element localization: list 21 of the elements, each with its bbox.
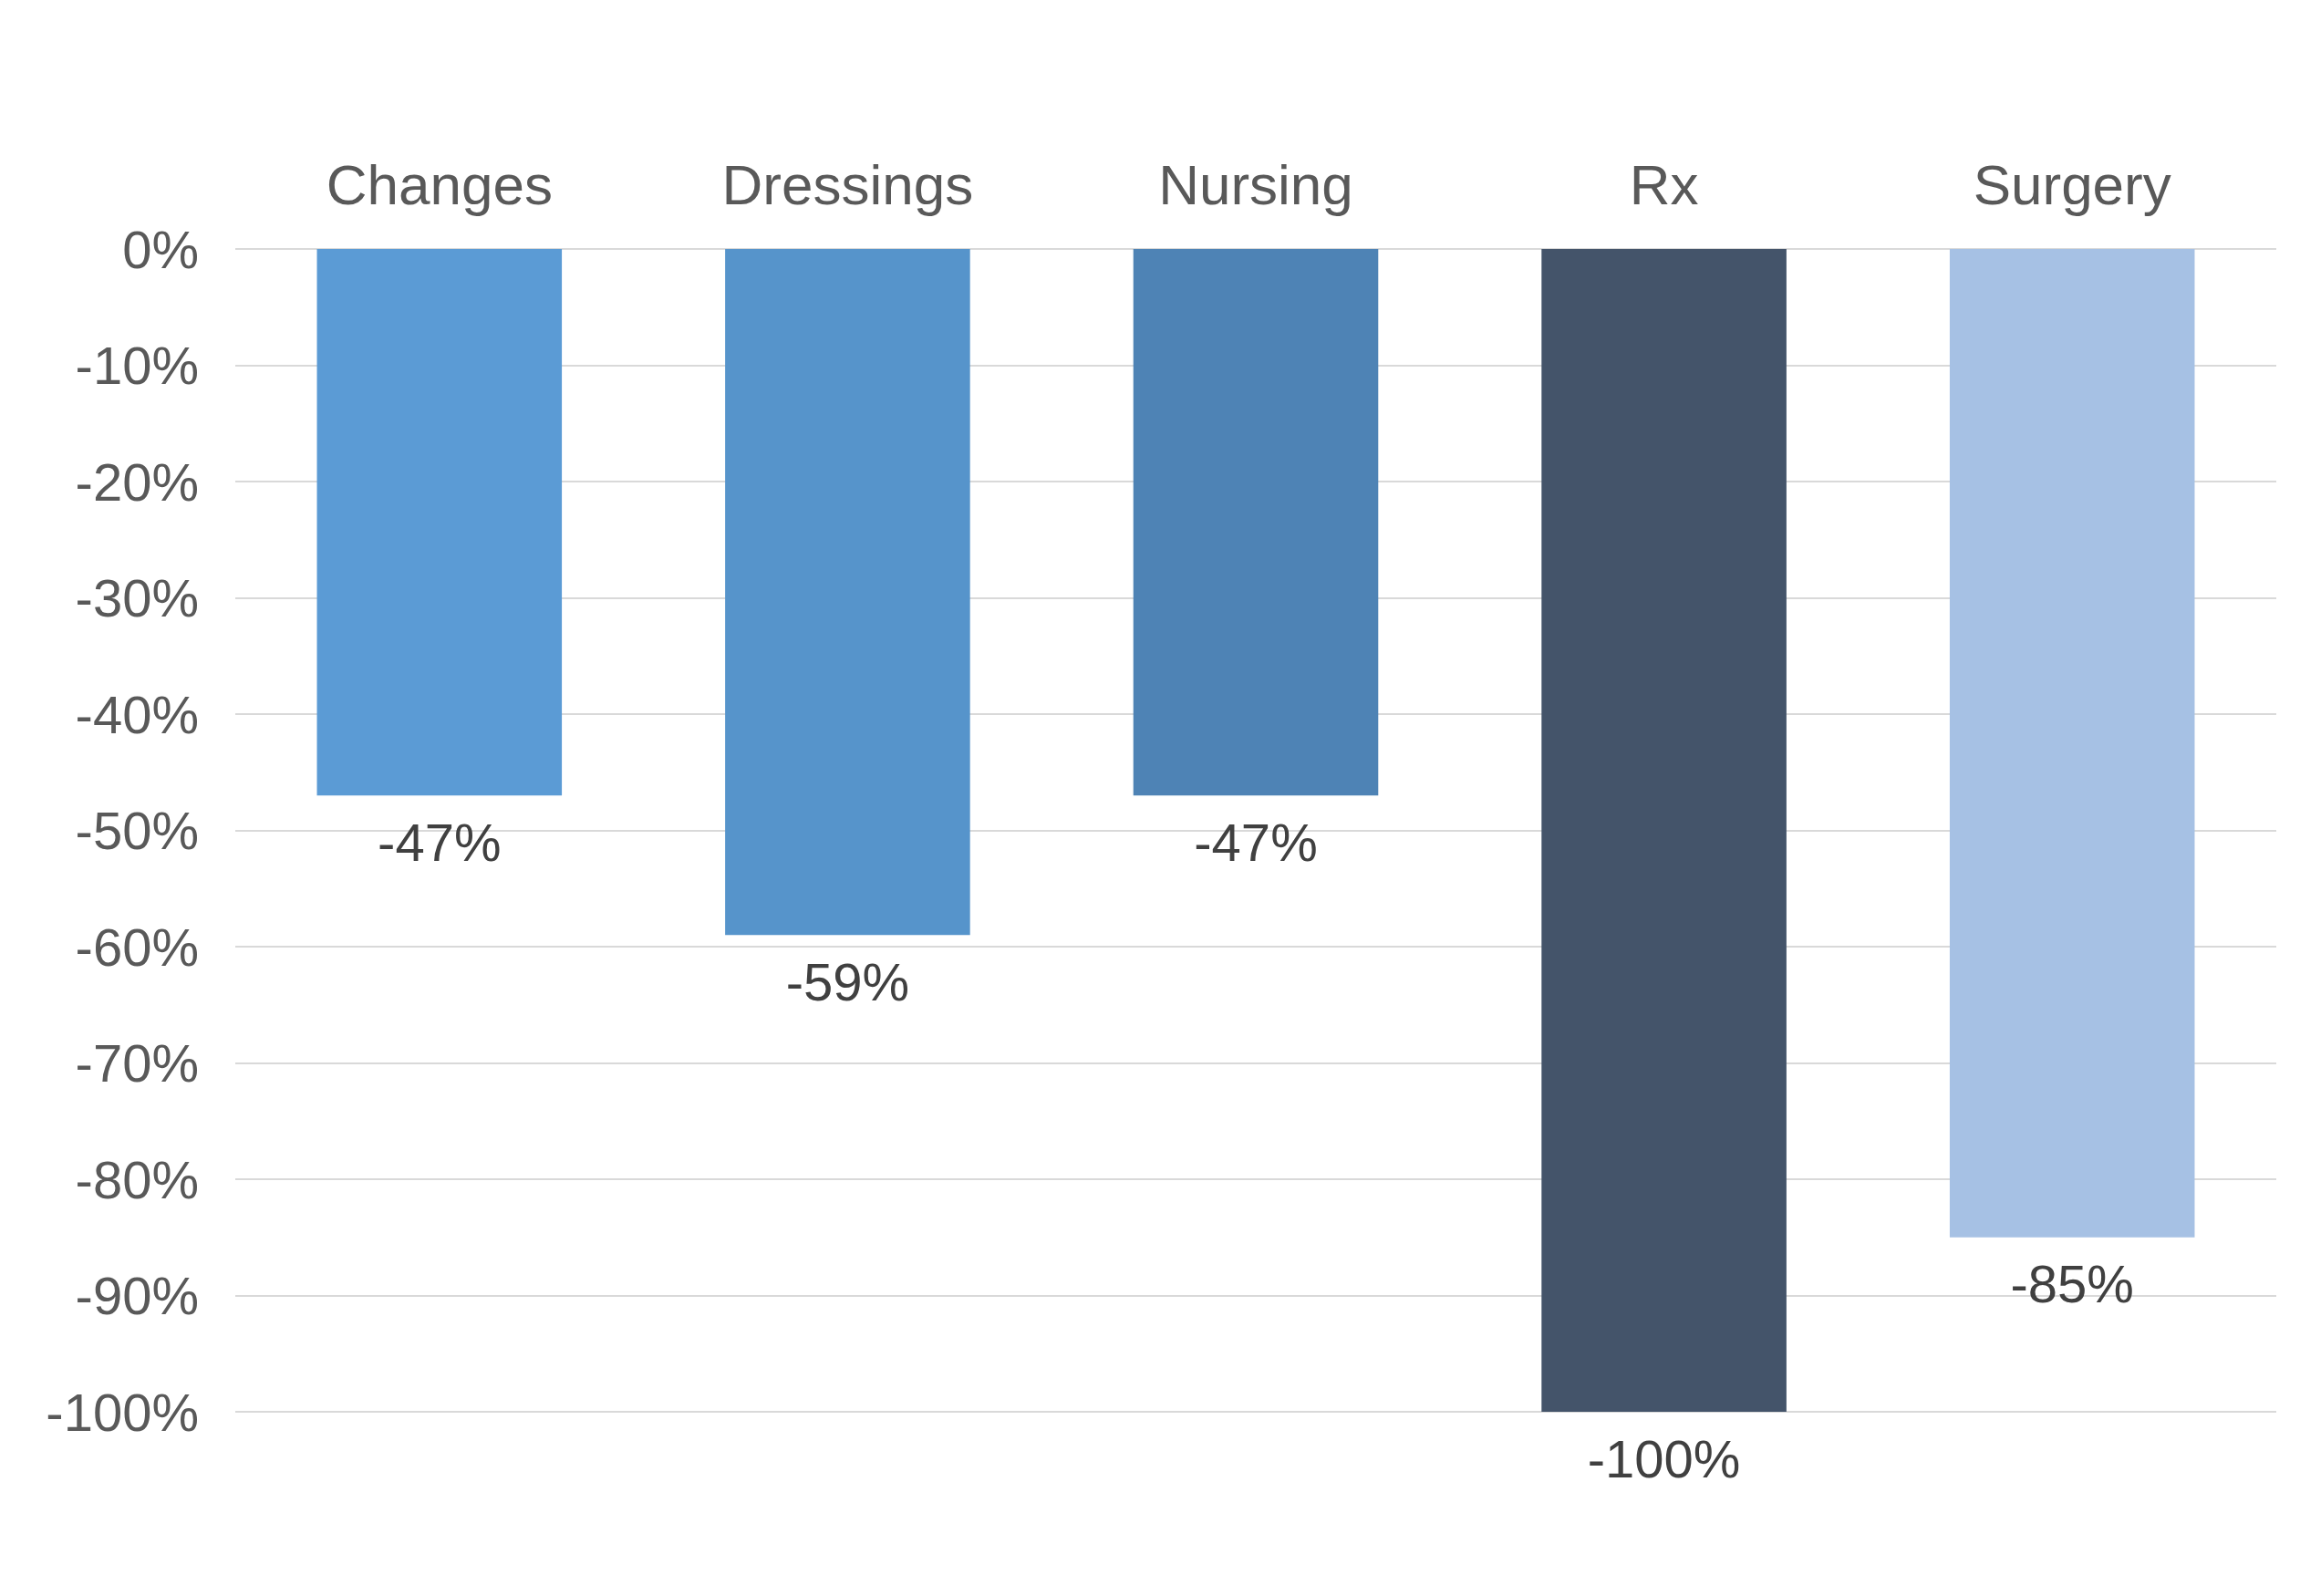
x-tick-label: Surgery xyxy=(1973,152,2171,216)
data-label: -59% xyxy=(785,951,910,1011)
y-tick-label: -80% xyxy=(75,1149,199,1209)
y-tick-label: -30% xyxy=(75,568,199,627)
data-label: -47% xyxy=(378,812,502,872)
y-tick-label: -90% xyxy=(75,1266,199,1325)
data-label: -85% xyxy=(2010,1254,2134,1314)
x-tick-label: Dressings xyxy=(721,152,974,216)
x-tick-label: Changes xyxy=(326,152,553,216)
x-tick-label: Rx xyxy=(1629,152,1699,216)
x-tick-label: Nursing xyxy=(1158,152,1353,216)
data-label: -47% xyxy=(1194,812,1318,872)
y-tick-label: -40% xyxy=(75,684,199,744)
y-tick-label: 0% xyxy=(122,219,199,279)
y-tick-label: -20% xyxy=(75,451,199,512)
data-label: -100% xyxy=(1587,1428,1741,1488)
y-tick-label: -100% xyxy=(46,1382,199,1442)
y-tick-label: -70% xyxy=(75,1033,199,1093)
y-tick-label: -50% xyxy=(75,801,199,860)
y-tick-label: -60% xyxy=(75,917,199,977)
y-tick-label: -10% xyxy=(75,336,199,395)
